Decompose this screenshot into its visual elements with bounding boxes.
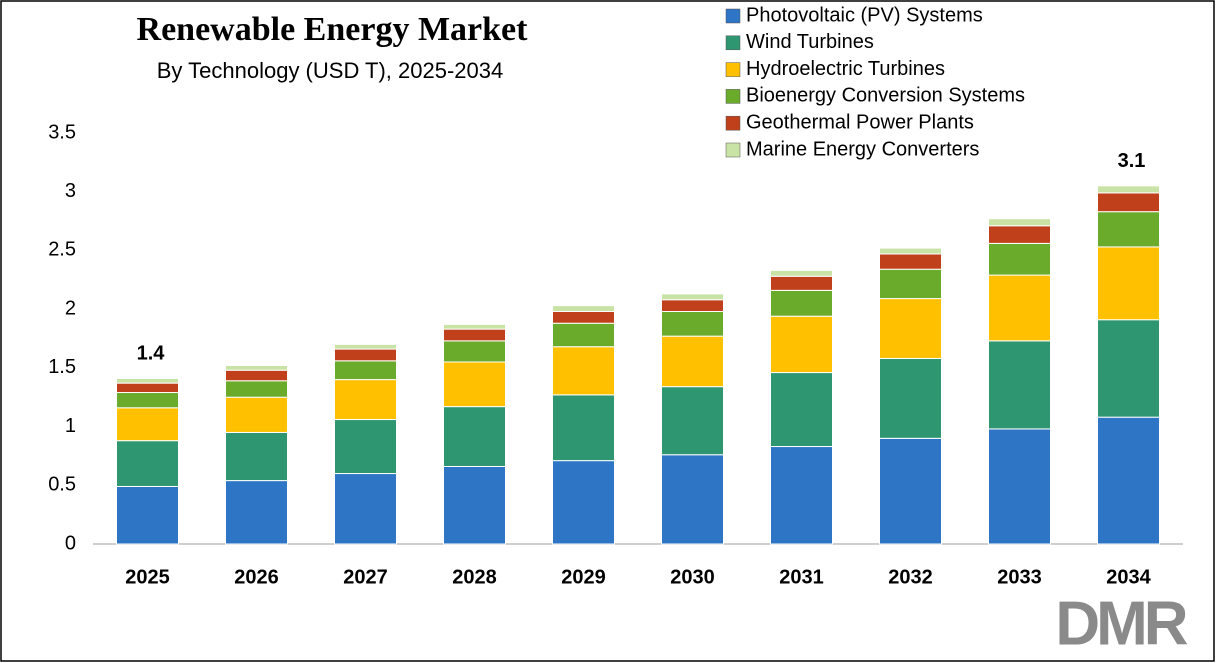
y-tick-label: 2 <box>65 297 76 319</box>
bar-segment <box>879 247 942 255</box>
legend-swatch <box>725 115 741 131</box>
bar-segment <box>225 380 288 398</box>
bar-segment <box>443 328 506 342</box>
x-tick-label: 2026 <box>234 566 279 588</box>
legend-label: Wind Turbines <box>746 31 874 53</box>
bar-segment <box>443 340 506 363</box>
bar-segment <box>552 322 615 348</box>
bar-segment <box>661 454 724 545</box>
bar-segment <box>443 361 506 408</box>
y-tick-label: 3.5 <box>48 121 76 143</box>
x-tick-label: 2029 <box>561 566 606 588</box>
bar-segment <box>1097 192 1160 213</box>
bar-segment <box>443 465 506 545</box>
x-tick-label: 2033 <box>997 566 1042 588</box>
legend-label: Photovoltaic (PV) Systems <box>746 4 983 26</box>
legend-swatch <box>725 89 741 104</box>
bar-segment <box>879 298 942 359</box>
bar-segment <box>552 394 615 462</box>
logo: DMR <box>1055 589 1187 658</box>
total-label: 1.4 <box>137 343 166 365</box>
bar-segment <box>225 431 288 482</box>
bar-segment <box>770 275 833 291</box>
bar-segment <box>770 446 833 545</box>
legend-label: Bioenergy Conversion Systems <box>746 85 1025 107</box>
bar-segment <box>1097 246 1160 321</box>
bar-segment <box>1097 185 1160 194</box>
bar-segment <box>552 305 615 312</box>
bar-segment <box>661 386 724 456</box>
bar-segment <box>443 406 506 467</box>
bar-segment <box>661 310 724 337</box>
bar-segment <box>116 382 179 394</box>
bar-segment <box>116 485 179 545</box>
bar-segment <box>116 407 179 442</box>
x-tick-label: 2025 <box>125 566 170 588</box>
bar-segment <box>1097 319 1160 418</box>
bar-segment <box>988 340 1051 430</box>
legend-label: Geothermal Power Plants <box>746 111 974 133</box>
x-tick-label: 2028 <box>452 566 497 588</box>
bar-segment <box>879 437 942 545</box>
total-label: 3.1 <box>1118 150 1146 172</box>
bar-segment <box>770 269 833 277</box>
bar-segment <box>770 372 833 448</box>
bar-segment <box>988 225 1051 244</box>
bar-segment <box>552 460 615 545</box>
legend-swatch <box>725 62 741 77</box>
bar-segment <box>334 473 397 545</box>
bar-segment <box>879 268 942 300</box>
bar-segment <box>879 357 942 439</box>
bar-segment <box>988 274 1051 342</box>
x-tick-label: 2030 <box>670 566 715 588</box>
bar-segment <box>116 440 179 487</box>
bar-segment <box>661 293 724 301</box>
y-tick-label: 1 <box>65 415 76 437</box>
bar-segment <box>988 428 1051 545</box>
y-tick-label: 1.5 <box>48 356 76 378</box>
y-tick-label: 0 <box>65 532 76 554</box>
bar-segment <box>334 360 397 381</box>
bar-segment <box>661 335 724 388</box>
legend-label: Marine Energy Converters <box>746 138 979 160</box>
bar-segment <box>552 346 615 396</box>
legend-swatch <box>725 8 741 24</box>
bar-segment <box>225 369 288 382</box>
bar-segment <box>225 396 288 433</box>
bar-segment <box>334 343 397 350</box>
bar-segment <box>334 348 397 362</box>
bar-segment <box>1097 211 1160 248</box>
x-tick-label: 2034 <box>1106 566 1151 588</box>
y-tick-label: 3 <box>65 180 76 202</box>
bar-segment <box>116 392 179 409</box>
chart-title: Renewable Energy Market <box>137 11 529 48</box>
x-tick-label: 2032 <box>888 566 933 588</box>
bar-segment <box>770 315 833 374</box>
y-tick-label: 2.5 <box>48 239 76 261</box>
legend-swatch <box>725 35 741 51</box>
x-tick-label: 2031 <box>779 566 824 588</box>
bar-segment <box>770 289 833 317</box>
bar-segment <box>116 377 179 384</box>
x-tick-label: 2027 <box>343 566 388 588</box>
bar-segment <box>879 253 942 270</box>
bar-segment <box>988 242 1051 276</box>
bar-segment <box>225 480 288 545</box>
bar-segment <box>661 299 724 312</box>
bar-segment <box>443 323 506 330</box>
bar-segment <box>225 365 288 371</box>
legend-swatch <box>725 142 741 158</box>
bar-segment <box>1097 416 1160 545</box>
bar-segment <box>334 419 397 475</box>
bar-segment <box>552 310 615 324</box>
bar-segment <box>988 218 1051 227</box>
legend-label: Hydroelectric Turbines <box>746 58 945 80</box>
bar-segment <box>334 379 397 421</box>
y-tick-label: 0.5 <box>48 474 76 496</box>
chart-subtitle: By Technology (USD T), 2025-2034 <box>157 58 504 83</box>
